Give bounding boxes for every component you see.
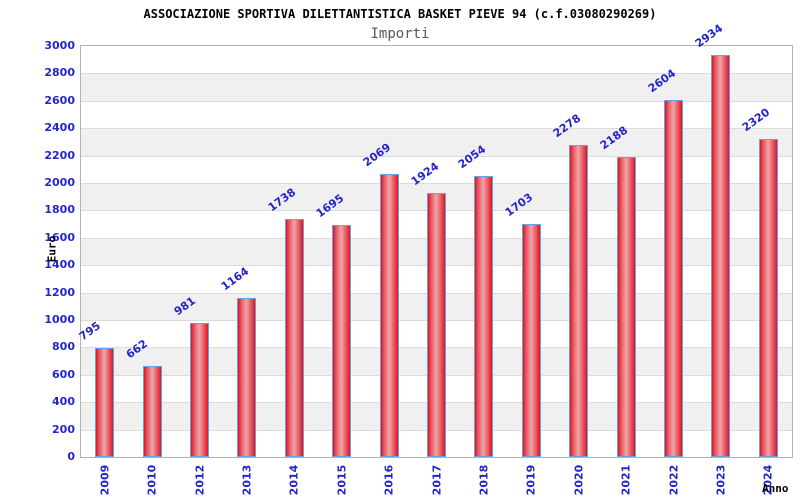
x-tick-label: 2013 <box>240 464 254 496</box>
y-tick-label: 2800 <box>44 66 75 80</box>
plot-band <box>81 100 792 129</box>
bar-2023 <box>711 55 731 457</box>
y-tick-label: 2200 <box>44 148 75 162</box>
x-tick-label: 2018 <box>477 464 491 496</box>
y-axis-label: Euro <box>45 235 59 263</box>
x-tick-label: 2020 <box>572 464 586 496</box>
y-tick-label: 1800 <box>44 203 75 217</box>
gridline <box>81 100 792 102</box>
y-tick-label: 800 <box>52 340 75 354</box>
y-tick-label: 1000 <box>44 313 75 326</box>
y-tick-label: 3000 <box>44 39 75 52</box>
y-tick-label: 400 <box>52 395 75 409</box>
x-tick-label: 2023 <box>714 464 728 496</box>
y-tick-label: 1200 <box>44 285 75 299</box>
bar-2014 <box>284 218 304 457</box>
bar-2012 <box>190 322 209 457</box>
y-tick-label: 2400 <box>44 121 75 135</box>
y-tick-label: 0 <box>67 450 75 463</box>
chart-title: ASSOCIAZIONE SPORTIVA DILETTANTISTICA BA… <box>143 7 657 21</box>
y-tick-label: 2600 <box>44 93 75 107</box>
y-tick-label: 600 <box>52 367 75 381</box>
x-tick-label: 2012 <box>193 464 206 496</box>
bar-2015 <box>332 224 352 457</box>
x-tick-label: 2009 <box>98 464 112 496</box>
y-tick-label: 1600 <box>44 230 75 244</box>
bar-2009 <box>95 348 115 457</box>
bar-2020 <box>569 144 589 457</box>
bar-2017 <box>427 193 446 457</box>
plot-area: 0 200 400 600 800 1000 1200 1400 1600 1800 2000 220… <box>44 22 793 495</box>
bar-2016 <box>379 173 399 457</box>
x-tick-label: 2019 <box>524 464 538 496</box>
x-tick-label: 2014 <box>287 464 301 496</box>
plot-band <box>81 73 792 101</box>
plot-band <box>81 46 792 74</box>
x-tick-label: 2017 <box>430 464 443 496</box>
x-tick-label: 2021 <box>619 464 633 496</box>
chart-subtitle: Importi <box>370 26 430 42</box>
y-tick-label: 1400 <box>44 258 75 272</box>
x-tick-label: 2016 <box>382 464 396 496</box>
x-tick-label: 2015 <box>335 464 349 496</box>
x-axis-label: Anno <box>762 482 789 495</box>
bar-2018 <box>474 175 494 457</box>
plot-band <box>81 128 792 156</box>
gridline <box>81 128 792 130</box>
y-tick-label: 200 <box>52 422 75 436</box>
y-tick-label: 2000 <box>44 176 75 189</box>
gridline <box>81 155 792 157</box>
x-tick-label: 2022 <box>667 464 680 496</box>
gridline <box>81 73 792 75</box>
bar-2022 <box>664 100 683 457</box>
bar-2013 <box>237 297 257 457</box>
gridline <box>81 183 792 184</box>
x-tick-label: 2010 <box>145 464 159 496</box>
bar-2024 <box>758 139 778 457</box>
bar-2021 <box>616 157 636 457</box>
bar-2010 <box>142 366 162 457</box>
bar-2019 <box>521 223 541 457</box>
